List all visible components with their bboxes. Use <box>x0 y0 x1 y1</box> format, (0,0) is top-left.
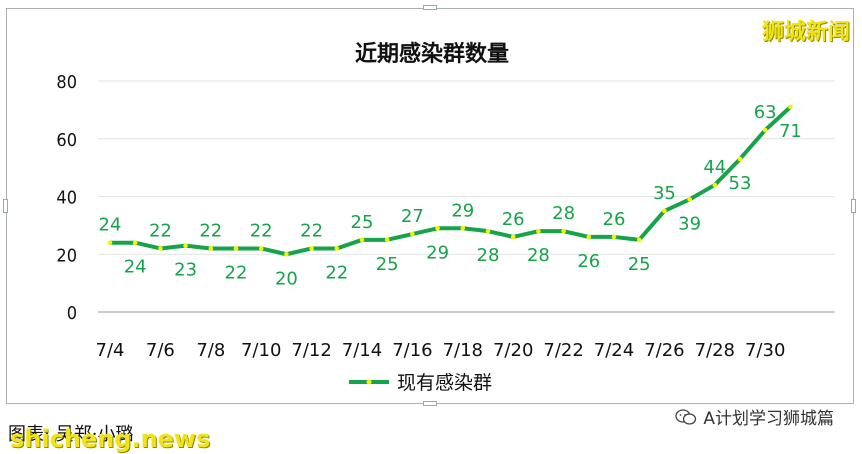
data-labels: 2424222322222220222225252729292826282826… <box>99 102 802 289</box>
data-label: 44 <box>703 157 726 178</box>
data-label: 29 <box>451 200 474 221</box>
data-label: 26 <box>577 251 600 272</box>
legend: 现有感染群 <box>349 372 492 394</box>
data-point <box>435 225 440 231</box>
y-tick-label: 80 <box>56 72 77 93</box>
data-label: 23 <box>174 260 197 281</box>
data-label: 28 <box>527 245 550 266</box>
data-point <box>158 246 163 251</box>
data-point <box>762 127 768 133</box>
data-label: 24 <box>99 215 122 236</box>
y-tick-label: 20 <box>56 245 77 266</box>
account-label: A计划学习狮城篇 <box>703 409 834 429</box>
x-tick-label: 7/4 <box>96 340 125 361</box>
y-tick-label: 40 <box>56 188 77 209</box>
data-point <box>636 237 642 243</box>
data-label: 39 <box>678 213 701 234</box>
data-label: 22 <box>199 220 222 241</box>
data-point <box>586 234 592 240</box>
data-label: 28 <box>552 203 575 224</box>
legend-label: 现有感染群 <box>397 372 492 394</box>
x-tick-label: 7/28 <box>695 340 735 361</box>
y-tick-label: 60 <box>56 130 77 151</box>
data-point <box>334 246 340 251</box>
series-line-path <box>108 104 793 257</box>
data-point <box>788 104 793 110</box>
data-point <box>410 231 415 237</box>
legend-marker-icon <box>366 379 372 385</box>
data-label: 22 <box>250 220 273 241</box>
data-point <box>687 197 692 202</box>
chart-frame <box>6 8 854 404</box>
resize-handle-top[interactable] <box>423 5 437 10</box>
data-label: 22 <box>325 262 348 283</box>
data-label: 26 <box>502 209 525 230</box>
data-point <box>460 225 466 231</box>
data-point <box>712 182 718 188</box>
x-tick-label: 7/6 <box>146 340 175 361</box>
data-point <box>258 246 264 251</box>
y-tick-label: 0 <box>67 303 77 324</box>
data-label: 26 <box>603 209 626 230</box>
data-label: 24 <box>124 257 147 278</box>
data-point <box>485 228 491 234</box>
x-tick-label: 7/22 <box>543 340 583 361</box>
x-tick-label: 7/26 <box>644 340 684 361</box>
credit-text: 图表: 吴郑·小璐 <box>8 424 134 445</box>
wechat-icon <box>675 408 697 425</box>
data-label: 22 <box>300 220 323 241</box>
chart-title: 近期感染群数量 <box>355 41 509 67</box>
brand-label: 狮城新闻 <box>761 20 850 45</box>
data-point <box>611 234 617 240</box>
x-tick-label: 7/14 <box>342 340 382 361</box>
data-label: 22 <box>149 220 172 241</box>
x-axis-ticks: 7/4 7/6 7/8 7/10 7/12 7/14 7/16 7/18 7/20 7/22 7/2… <box>96 340 786 361</box>
data-point <box>208 246 214 251</box>
resize-handle-left[interactable] <box>3 199 8 213</box>
data-label: 53 <box>729 173 752 194</box>
x-tick-label: 7/20 <box>493 340 533 361</box>
x-tick-label: 7/18 <box>443 340 483 361</box>
x-tick-label: 7/8 <box>196 340 225 361</box>
data-point <box>510 234 516 240</box>
data-label: 71 <box>779 121 802 142</box>
data-label: 29 <box>426 242 449 263</box>
x-tick-label: 7/24 <box>594 340 634 361</box>
resize-handle-right[interactable] <box>851 199 856 213</box>
resize-handle-bottom[interactable] <box>423 401 437 406</box>
data-label: 22 <box>225 262 248 283</box>
data-point <box>183 243 188 248</box>
x-tick-label: 7/12 <box>291 340 331 361</box>
data-label: 27 <box>401 206 424 227</box>
y-axis-ticks: 0 20 40 60 80 <box>56 72 77 324</box>
data-point <box>107 240 113 245</box>
data-point <box>561 228 566 234</box>
data-point <box>737 156 743 162</box>
watermark-text: shicheng.news <box>10 425 211 453</box>
data-label: 25 <box>376 254 399 275</box>
x-tick-label: 7/10 <box>241 340 281 361</box>
data-point <box>132 240 138 245</box>
data-point <box>536 228 541 234</box>
data-point <box>359 237 365 243</box>
data-point <box>662 208 667 214</box>
data-point <box>233 246 239 251</box>
data-point <box>384 237 390 243</box>
data-label: 63 <box>754 102 777 123</box>
x-tick-label: 7/30 <box>745 340 785 361</box>
data-label: 25 <box>628 254 651 275</box>
data-label: 25 <box>351 212 374 233</box>
series-line <box>107 104 793 257</box>
x-tick-label: 7/16 <box>392 340 432 361</box>
data-label: 28 <box>477 245 500 266</box>
data-point <box>284 251 289 257</box>
data-label: 35 <box>653 183 676 204</box>
data-label: 20 <box>275 268 298 289</box>
grid-lines <box>98 80 835 313</box>
data-point <box>309 246 314 251</box>
account-badge: A计划学习狮城篇 <box>675 404 834 429</box>
